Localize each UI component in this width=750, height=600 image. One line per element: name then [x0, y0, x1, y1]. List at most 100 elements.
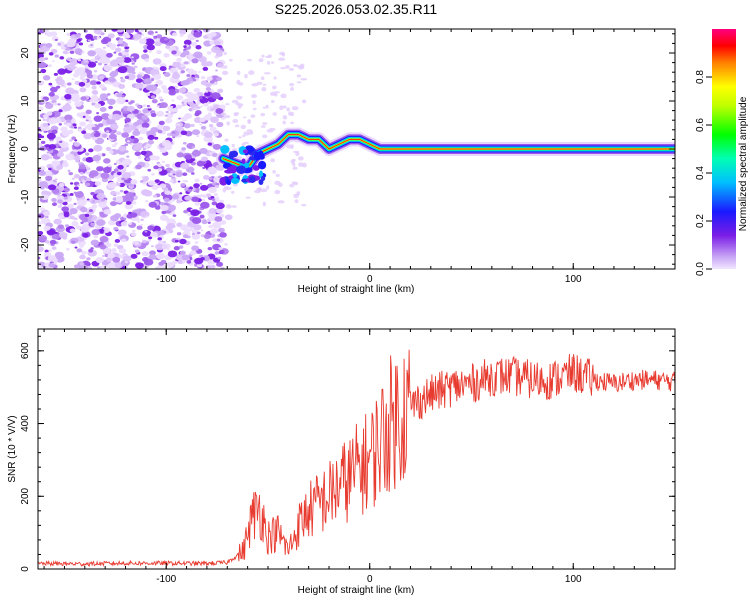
noise-blob — [102, 166, 112, 174]
noise-blob — [144, 58, 150, 62]
noise-blob — [171, 50, 177, 55]
noise-blob — [265, 104, 269, 109]
noise-blob — [208, 167, 218, 175]
noise-blob — [231, 143, 235, 148]
noise-blob — [165, 45, 171, 49]
noise-blob — [206, 51, 212, 55]
noise-blob — [112, 256, 121, 263]
noise-blob — [49, 95, 56, 101]
noise-blob — [191, 196, 200, 203]
noise-blob — [182, 50, 190, 56]
noise-blob — [280, 93, 287, 99]
noise-blob — [110, 70, 119, 77]
noise-blob — [218, 104, 226, 110]
noise-blob — [63, 212, 70, 218]
noise-blob — [292, 166, 298, 170]
noise-blob — [153, 165, 159, 170]
noise-blob — [125, 29, 135, 34]
noise-blob — [137, 155, 142, 159]
noise-blob — [116, 131, 122, 136]
noise-blob — [218, 227, 225, 233]
noise-blob — [236, 70, 241, 76]
noise-blob — [99, 93, 109, 100]
noise-blob — [125, 66, 136, 74]
noise-blob — [72, 123, 77, 127]
noise-blob — [151, 33, 154, 36]
noise-blob — [159, 214, 169, 221]
noise-blob — [181, 101, 185, 104]
noise-blob — [117, 164, 124, 170]
noise-blob — [301, 203, 307, 207]
noise-blob — [94, 181, 102, 187]
noise-blob — [252, 100, 256, 105]
noise-blob — [133, 65, 138, 69]
noise-blob — [186, 260, 192, 264]
noise-blob — [181, 103, 186, 107]
noise-blob — [272, 112, 277, 116]
noise-blob — [108, 82, 113, 85]
spectrogram-amplitude-blobs — [38, 29, 308, 269]
noise-blob — [74, 48, 83, 54]
noise-blob — [191, 145, 196, 149]
noise-blob — [247, 119, 251, 124]
noise-blob — [163, 72, 171, 77]
noise-blob — [162, 187, 169, 192]
noise-blob — [128, 101, 133, 105]
noise-blob — [96, 166, 104, 172]
noise-blob — [154, 205, 161, 210]
noise-blob — [205, 61, 213, 67]
noise-blob — [141, 122, 150, 129]
noise-blob — [147, 107, 152, 111]
noise-blob — [157, 241, 161, 244]
noise-blob — [224, 115, 231, 119]
snr-x-ticks: -100 0 100 — [43, 329, 676, 585]
noise-blob — [168, 172, 173, 176]
noise-blob — [212, 221, 222, 229]
noise-blob — [49, 31, 58, 37]
noise-blob — [237, 104, 242, 109]
noise-blob — [142, 256, 150, 263]
noise-blob — [199, 214, 205, 219]
noise-blob — [294, 199, 299, 204]
noise-blob — [147, 168, 152, 172]
noise-blob — [99, 106, 107, 112]
noise-blob — [282, 115, 288, 120]
noise-blob — [172, 177, 177, 181]
noise-blob — [47, 129, 53, 134]
noise-blob — [63, 187, 70, 193]
noise-blob — [43, 211, 51, 217]
noise-blob — [160, 148, 167, 153]
noise-blob — [42, 118, 46, 122]
noise-blob — [90, 222, 96, 227]
noise-blob — [143, 49, 148, 53]
noise-blob — [96, 193, 106, 200]
noise-blob — [66, 57, 72, 62]
noise-blob — [194, 201, 201, 206]
noise-blob — [93, 115, 103, 122]
noise-blob — [168, 200, 172, 204]
noise-blob — [107, 33, 115, 39]
noise-blob — [210, 264, 216, 269]
noise-blob — [130, 135, 135, 139]
chart-title: S225.2026.053.02.35.R11 — [275, 1, 438, 17]
noise-blob — [74, 126, 77, 129]
noise-blob — [103, 158, 111, 164]
noise-blob — [98, 52, 106, 58]
noise-blob — [46, 132, 56, 140]
noise-blob — [54, 251, 64, 259]
noise-blob — [136, 74, 143, 79]
noise-blob — [99, 244, 107, 250]
noise-blob — [61, 206, 70, 212]
noise-blob — [210, 107, 215, 111]
noise-blob — [120, 78, 126, 83]
noise-blob — [111, 248, 117, 253]
noise-blob — [124, 136, 135, 144]
noise-blob — [39, 166, 46, 171]
noise-blob — [191, 129, 201, 136]
noise-blob — [40, 68, 47, 74]
noise-blob — [146, 241, 150, 244]
noise-blob — [202, 66, 209, 71]
snr-y-tick-label: 0 — [20, 566, 31, 572]
noise-blob — [288, 67, 295, 71]
